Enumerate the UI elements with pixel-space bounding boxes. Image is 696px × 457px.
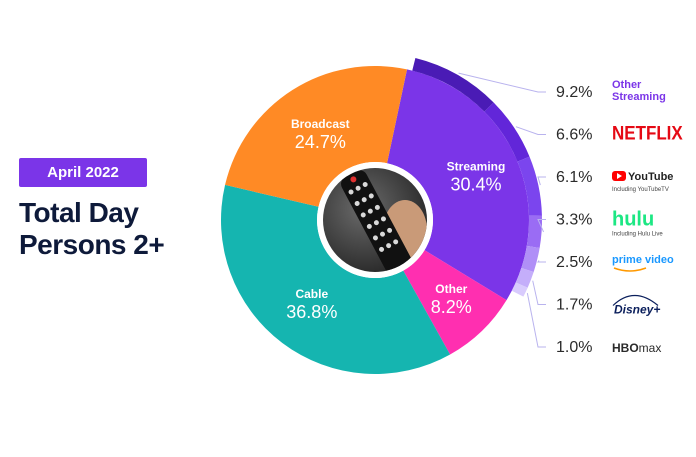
pct-youtube: 6.1% [556,169,592,186]
remote-control-photo [323,168,427,272]
connector-youtube [537,176,546,186]
svg-text:Disney+: Disney+ [614,303,660,317]
breakdown-row-prime-video: 2.5% prime video [536,254,674,272]
sub-ring-hulu [526,215,542,249]
connector-hbo-max [526,293,546,348]
pct-hulu: 3.3% [556,212,592,229]
connector-prime-video [536,260,546,263]
svg-text:Streaming: Streaming [612,91,666,103]
date-badge: April 2022 [19,158,147,187]
prime-video-logo: prime video [612,254,674,272]
disney-arc-icon [612,294,659,306]
youtube-logo: YouTube Including YouTubeTV [612,171,673,193]
breakdown-row-youtube: 6.1% YouTube Including YouTubeTV [537,169,673,193]
breakdown-row-netflix: 6.6% NETFLIX [515,121,683,144]
svg-text:NETFLIX: NETFLIX [612,121,683,143]
pct-prime-video: 2.5% [556,254,592,271]
main-slices [221,66,529,374]
svg-text:Including YouTubeTV: Including YouTubeTV [612,187,669,193]
slice-streaming [387,69,529,301]
slice-label-streaming: Streaming [447,159,506,173]
svg-text:Other: Other [612,79,642,91]
breakdown-row-hbo-max: 1.0% HBOmax [526,293,661,356]
sub-ring-youtube [517,156,542,216]
svg-text:Including Hulu Live: Including Hulu Live [612,232,663,238]
sub-ring-prime-video [521,245,540,273]
slice-value-streaming: 30.4% [450,174,501,194]
pct-other-streaming: 9.2% [556,84,592,101]
breakdown-row-disney: 1.7% Disney+ [532,280,660,317]
connector-netflix [515,126,546,135]
sub-ring-disney [515,267,534,288]
slice-cable [221,184,451,374]
slice-broadcast [225,66,408,207]
slice-value-broadcast: 24.7% [295,132,346,152]
svg-text:YouTube: YouTube [628,171,673,183]
title-line-1: Total Day [19,197,139,228]
netflix-logo: NETFLIX [612,121,683,143]
sub-ring-netflix [484,102,530,162]
title-line-2: Persons 2+ [19,229,165,260]
svg-text:prime video: prime video [612,254,674,266]
sub-ring-other-streaming [412,57,494,112]
chart-title: Total Day Persons 2+ [19,197,165,261]
sub-ring-hbo-max [511,282,528,297]
slice-label-cable: Cable [295,287,328,301]
slice-value-other: 8.2% [431,297,472,317]
hbo-max-logo: HBOmax [612,341,661,355]
svg-text:hulu: hulu [612,209,654,231]
connector-other-streaming [458,72,546,93]
connector-disney [532,280,546,305]
slice-label-other: Other [435,282,467,296]
connector-hulu [537,219,546,233]
streaming-sub-ring [412,57,542,297]
slice-value-cable: 36.8% [286,302,337,322]
pct-hbo-max: 1.0% [556,339,592,356]
svg-text:HBOmax: HBOmax [612,341,661,355]
center-photo [317,162,433,278]
slice-label-broadcast: Broadcast [291,117,350,131]
pct-netflix: 6.6% [556,127,592,144]
prime-smile-icon [613,267,647,272]
slice-other [403,250,507,355]
disney-logo: Disney+ [612,294,660,317]
pct-disney: 1.7% [556,297,592,314]
